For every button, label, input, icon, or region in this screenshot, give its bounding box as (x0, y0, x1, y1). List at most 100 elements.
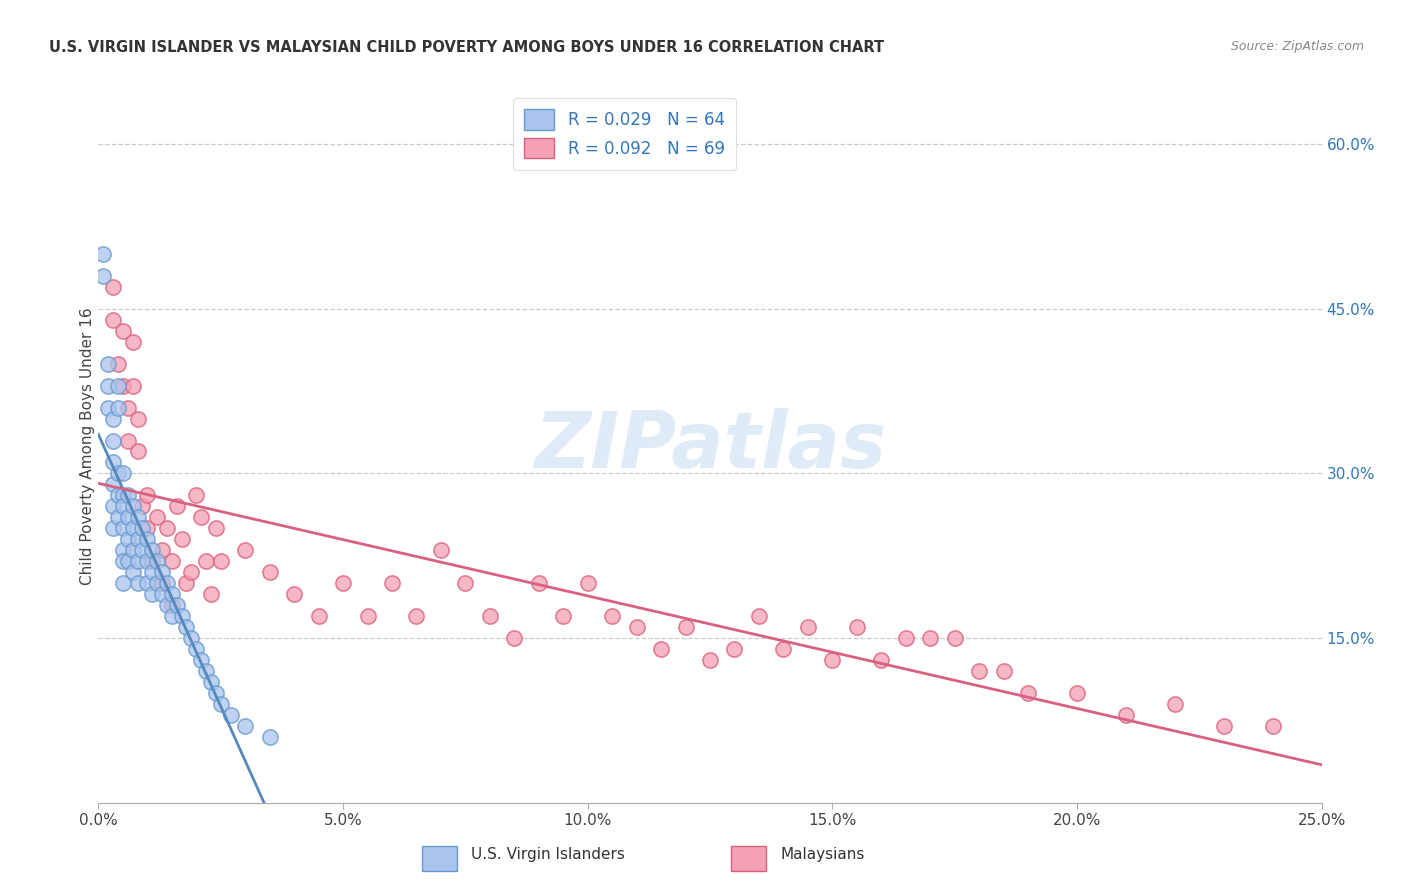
Point (748, 609, 770, 624)
Point (101, 434, 124, 448)
Point (117, 488, 139, 502)
Point (478, 609, 501, 624)
Point (136, 488, 159, 502)
Point (131, 543, 153, 558)
Text: U.S. Virgin Islanders: U.S. Virgin Islanders (471, 847, 624, 863)
Point (219, 708, 242, 723)
Point (101, 455, 124, 469)
Point (1164, 697, 1187, 711)
Point (136, 533, 159, 547)
Point (111, 488, 134, 502)
Point (101, 280, 124, 294)
Point (146, 576, 169, 591)
Point (160, 587, 183, 601)
Text: U.S. VIRGIN ISLANDER VS MALAYSIAN CHILD POVERTY AMONG BOYS UNDER 16 CORRELATION : U.S. VIRGIN ISLANDER VS MALAYSIAN CHILD … (49, 40, 884, 55)
Point (141, 587, 163, 601)
Point (772, 642, 794, 657)
Point (111, 324, 134, 338)
Point (176, 620, 198, 634)
Point (180, 631, 202, 645)
Point (121, 500, 143, 514)
Point (332, 576, 354, 591)
Point (97, 378, 120, 392)
Point (1115, 708, 1137, 723)
Point (195, 664, 218, 678)
Point (141, 543, 163, 558)
Point (121, 334, 143, 349)
Point (176, 576, 198, 591)
Point (308, 609, 330, 624)
Point (107, 510, 129, 524)
Point (190, 653, 212, 667)
Point (209, 554, 232, 568)
Point (233, 543, 256, 558)
Point (101, 521, 124, 535)
Point (131, 500, 153, 514)
Point (127, 576, 149, 591)
Point (1017, 686, 1039, 700)
Point (107, 488, 129, 502)
Y-axis label: Child Poverty Among Boys Under 16: Child Poverty Among Boys Under 16 (80, 307, 94, 585)
Point (186, 488, 208, 502)
Point (381, 576, 404, 591)
Point (121, 521, 143, 535)
Point (405, 609, 427, 624)
Point (943, 631, 966, 645)
Point (920, 631, 942, 645)
Point (233, 719, 256, 733)
Point (454, 576, 477, 591)
Point (111, 576, 134, 591)
Point (146, 554, 169, 568)
FancyBboxPatch shape (731, 846, 766, 871)
Point (156, 576, 179, 591)
Point (127, 411, 149, 425)
Point (503, 631, 526, 645)
Point (894, 631, 917, 645)
Point (156, 521, 179, 535)
Text: Malaysians: Malaysians (780, 847, 865, 863)
Point (699, 653, 721, 667)
Point (97, 401, 120, 415)
Point (626, 620, 648, 634)
Point (190, 510, 212, 524)
Point (576, 576, 599, 591)
Point (136, 521, 159, 535)
Point (160, 554, 183, 568)
Point (209, 697, 232, 711)
Point (117, 434, 139, 448)
Point (600, 609, 623, 624)
Point (107, 467, 129, 481)
Point (97, 357, 120, 371)
Point (101, 500, 124, 514)
Point (127, 510, 149, 524)
Point (150, 543, 173, 558)
Point (150, 576, 173, 591)
FancyBboxPatch shape (422, 846, 457, 871)
Point (136, 554, 159, 568)
Point (111, 521, 134, 535)
Point (150, 566, 173, 580)
Point (200, 675, 222, 690)
Point (136, 576, 159, 591)
Point (117, 554, 139, 568)
Point (180, 566, 202, 580)
Point (967, 664, 990, 678)
Text: ZIPatlas: ZIPatlas (534, 408, 886, 484)
Point (91, 247, 114, 261)
Point (205, 686, 228, 700)
Point (121, 543, 143, 558)
Point (160, 609, 183, 624)
Point (91, 268, 114, 283)
Point (259, 566, 281, 580)
Point (430, 543, 453, 558)
Point (650, 642, 672, 657)
Point (117, 401, 139, 415)
Point (205, 521, 228, 535)
Point (356, 609, 378, 624)
Point (111, 554, 134, 568)
Point (186, 642, 208, 657)
Point (797, 620, 820, 634)
Point (150, 587, 173, 601)
Point (723, 642, 745, 657)
Point (553, 609, 575, 624)
